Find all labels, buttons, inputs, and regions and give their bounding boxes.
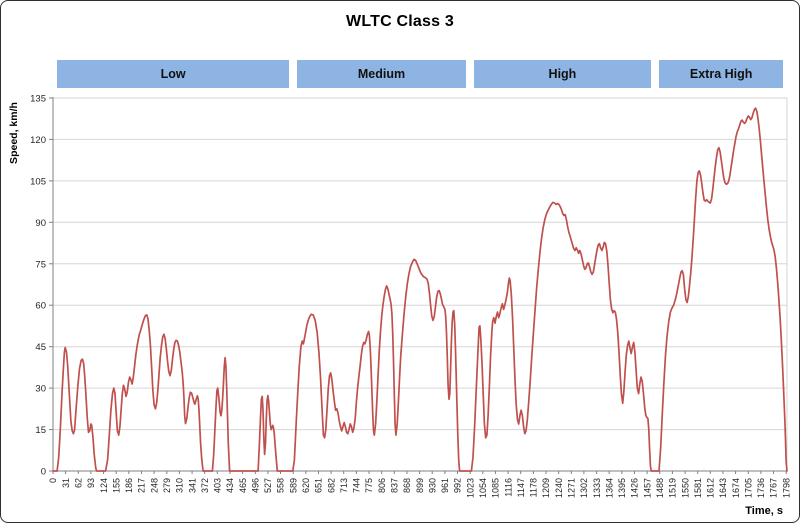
phase-band-medium: Medium — [297, 60, 466, 88]
x-tick-label: 1488 — [655, 478, 665, 498]
phase-band-low: Low — [57, 60, 290, 88]
y-tick-label: 135 — [30, 94, 46, 105]
y-tick-label: 0 — [41, 467, 46, 478]
y-tick-label: 30 — [35, 384, 46, 395]
x-tick-label: 775 — [364, 478, 374, 493]
x-tick-label: 1054 — [478, 478, 488, 498]
phase-band-high: High — [473, 60, 652, 88]
x-tick-label: 1581 — [693, 478, 703, 498]
x-tick-label: 403 — [213, 478, 223, 493]
x-tick-label: 1240 — [554, 478, 564, 498]
x-tick-label: 930 — [427, 478, 437, 493]
x-tick-label: 1550 — [680, 478, 690, 498]
x-tick-label: 1798 — [781, 478, 791, 498]
x-tick-label: 279 — [162, 478, 172, 493]
phase-band-label: Medium — [357, 67, 406, 81]
x-tick-label: 434 — [225, 478, 235, 493]
x-tick-label: 465 — [238, 478, 248, 493]
x-tick-label: 1209 — [541, 478, 551, 498]
x-tick-label: 868 — [402, 478, 412, 493]
x-tick-label: 837 — [390, 478, 400, 493]
phase-band-label: High — [548, 67, 577, 81]
x-tick-label: 372 — [200, 478, 210, 493]
y-tick-label: 105 — [30, 176, 46, 187]
x-tick-label: 93 — [86, 478, 96, 488]
x-tick-label: 744 — [352, 478, 362, 493]
y-tick-label: 90 — [35, 218, 46, 229]
y-tick-label: 120 — [30, 135, 46, 146]
x-tick-label: 1457 — [642, 478, 652, 498]
x-tick-label: 1302 — [579, 478, 589, 498]
x-tick-label: 341 — [187, 478, 197, 493]
x-tick-label: 1767 — [769, 478, 779, 498]
x-tick-label: 806 — [377, 478, 387, 493]
x-tick-label: 1705 — [744, 478, 754, 498]
x-tick-label: 31 — [61, 478, 71, 488]
x-tick-label: 1271 — [567, 478, 577, 498]
x-tick-label: 0 — [48, 478, 58, 483]
x-tick-label: 1147 — [516, 478, 526, 497]
speed-line — [52, 107, 788, 472]
x-tick-label: 899 — [415, 478, 425, 493]
x-tick-label: 558 — [276, 478, 286, 493]
x-tick-label: 1116 — [503, 478, 513, 497]
x-tick-label: 186 — [124, 478, 134, 493]
x-tick-label: 1612 — [706, 478, 716, 498]
x-tick-label: 1333 — [592, 478, 602, 498]
x-tick-label: 217 — [137, 478, 147, 493]
x-tick-label: 1519 — [668, 478, 678, 498]
y-tick-label: 75 — [35, 259, 46, 270]
chart-title: WLTC Class 3 — [346, 13, 454, 30]
x-tick-label: 651 — [314, 478, 324, 493]
x-axis-title: Time, s — [745, 505, 783, 517]
x-tick-label: 248 — [149, 478, 159, 493]
x-tick-label: 527 — [263, 478, 273, 493]
x-tick-label: 124 — [99, 478, 109, 493]
x-tick-label: 682 — [326, 478, 336, 493]
x-tick-label: 1364 — [604, 478, 614, 498]
x-tick-label: 1085 — [491, 478, 501, 498]
x-tick-label: 1736 — [756, 478, 766, 498]
y-tick-label: 45 — [35, 342, 46, 353]
x-tick-label: 155 — [111, 478, 121, 493]
x-tick-label: 1643 — [718, 478, 728, 498]
x-tick-label: 1426 — [630, 478, 640, 498]
y-tick-label: 15 — [35, 425, 46, 436]
x-tick-label: 1674 — [731, 478, 741, 498]
y-tick-label: 60 — [35, 301, 46, 312]
x-tick-label: 589 — [288, 478, 298, 493]
x-tick-label: 713 — [339, 478, 349, 493]
x-tick-label: 992 — [453, 478, 463, 493]
phase-band-extra-high: Extra High — [659, 60, 783, 88]
phase-band-label: Extra High — [689, 67, 753, 81]
x-tick-label: 1178 — [529, 478, 539, 497]
phase-band-label: Low — [160, 67, 186, 81]
x-tick-label: 1395 — [617, 478, 627, 498]
x-tick-label: 961 — [440, 478, 450, 493]
x-tick-label: 310 — [175, 478, 185, 493]
x-tick-label: 62 — [74, 478, 84, 488]
x-tick-label: 620 — [301, 478, 311, 493]
x-tick-label: 496 — [251, 478, 261, 493]
x-tick-label: 1023 — [465, 478, 475, 498]
